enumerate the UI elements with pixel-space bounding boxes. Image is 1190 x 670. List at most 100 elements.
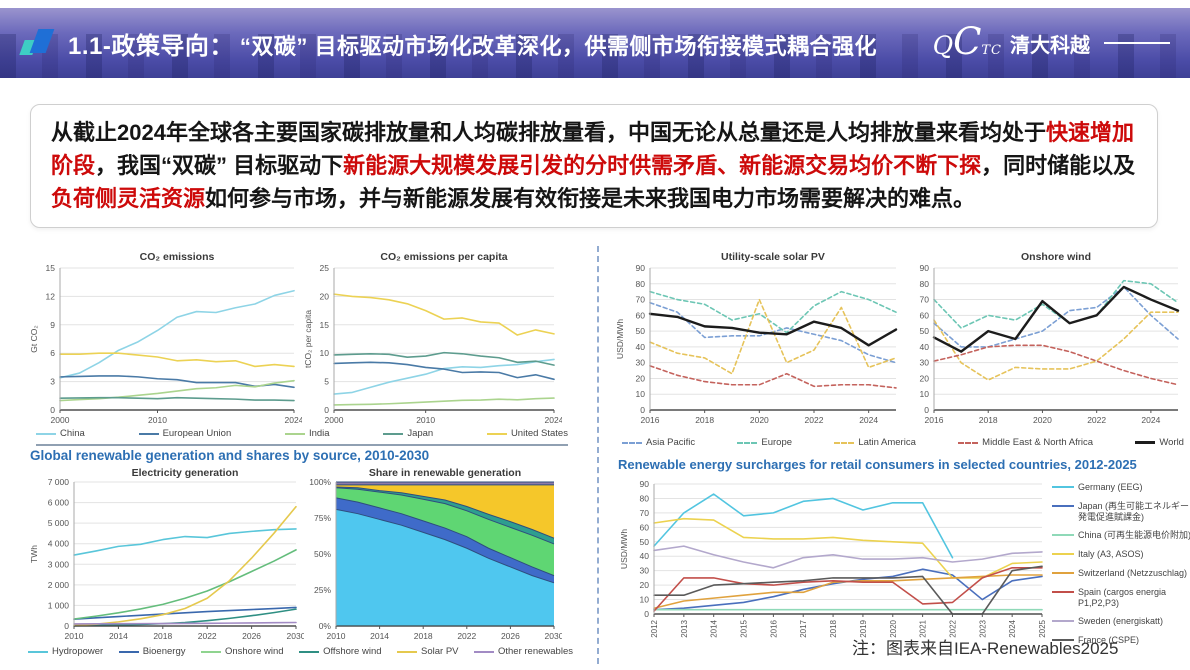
svg-text:70: 70 bbox=[636, 295, 646, 305]
svg-text:100%: 100% bbox=[309, 477, 331, 487]
svg-text:2012: 2012 bbox=[650, 619, 659, 637]
legend-swatch-line bbox=[1135, 441, 1156, 444]
legend-item: India bbox=[284, 428, 330, 439]
svg-text:50: 50 bbox=[640, 537, 650, 547]
legend-item: Spain (cargos energia P1,P2,P3) bbox=[1052, 587, 1190, 609]
regions-legend: Asia Pacific Europe Latin America Middle Ea… bbox=[622, 437, 1184, 448]
countries-legend: China European Union India Japan United Stat… bbox=[36, 428, 568, 446]
qctc-logo-tc: TC bbox=[981, 42, 1002, 58]
svg-text:2014: 2014 bbox=[370, 631, 389, 641]
legend-label: Japan bbox=[407, 428, 434, 439]
svg-text:0: 0 bbox=[644, 609, 649, 619]
svg-text:6: 6 bbox=[50, 348, 55, 358]
svg-text:25%: 25% bbox=[314, 585, 331, 595]
svg-text:2023: 2023 bbox=[978, 619, 987, 637]
legend-item: European Union bbox=[138, 428, 231, 439]
svg-text:2019: 2019 bbox=[859, 619, 868, 637]
legend-item: Asia Pacific bbox=[622, 437, 695, 448]
summary-highlight: 新能源大规模发展引发的分时供需矛盾、新能源交易均价不断下探 bbox=[343, 153, 982, 178]
summary-highlight: 快速增加阶段 bbox=[51, 120, 1134, 178]
svg-text:USD/MWh: USD/MWh bbox=[615, 319, 625, 359]
svg-text:30: 30 bbox=[640, 566, 650, 576]
svg-text:60: 60 bbox=[920, 310, 930, 320]
svg-text:10: 10 bbox=[636, 389, 646, 399]
svg-text:50: 50 bbox=[636, 326, 646, 336]
surcharges-plot: 0 10 20 30 40 50 60 70 80 90 2012 2013 2014 2015 2016 2… bbox=[619, 479, 1047, 638]
electricity-generation-plot: 0 1 000 2 000 3 000 4 000 5 000 6 000 7 000 2010… bbox=[29, 467, 304, 641]
svg-text:0: 0 bbox=[64, 621, 69, 631]
svg-text:USD/MWh: USD/MWh bbox=[619, 529, 629, 569]
svg-text:2022: 2022 bbox=[198, 631, 217, 641]
legend-item: Middle East & North Africa bbox=[958, 437, 1093, 448]
legend-label: China bbox=[60, 428, 85, 439]
qctc-logo-c: C bbox=[953, 19, 982, 63]
qctc-logo-q: Q bbox=[932, 30, 954, 60]
utility-solar-plot: 0 10 20 30 40 50 60 70 80 90 2016 2018 2020 2022 2024 U… bbox=[615, 251, 898, 425]
legend-swatch-line bbox=[1052, 504, 1074, 507]
svg-text:2018: 2018 bbox=[695, 415, 714, 425]
onshore-wind-chart: 0 10 20 30 40 50 60 70 80 90 2016 2018 2020 2022 2024 O… bbox=[904, 248, 1188, 428]
legend-swatch-line bbox=[958, 441, 979, 444]
source-note: 注：图表来自IEA-Renewables2025 bbox=[852, 639, 1119, 658]
legend-label: Spain (cargos energia P1,P2,P3) bbox=[1078, 586, 1167, 608]
svg-text:Share in renewable generation: Share in renewable generation bbox=[369, 467, 521, 479]
page-title: 1.1-政策导向： “双碳” 目标驱动市场化改革深化，供需侧市场衔接模式耦合强化 bbox=[68, 26, 877, 61]
right-section-title: Renewable energy surcharges for retail c… bbox=[618, 457, 1137, 472]
legend-swatch-line bbox=[138, 432, 159, 435]
svg-text:2014: 2014 bbox=[109, 631, 128, 641]
brand-dash-line bbox=[1104, 42, 1170, 44]
page-title-main: “双碳” 目标驱动市场化改革深化，供需侧市场衔接模式耦合强化 bbox=[239, 33, 877, 59]
svg-text:2024: 2024 bbox=[1141, 415, 1160, 425]
legend-swatch-line bbox=[1052, 571, 1074, 574]
legend-swatch-line bbox=[1052, 486, 1074, 488]
svg-text:4 000: 4 000 bbox=[48, 539, 70, 549]
legend-item: Other renewables bbox=[474, 646, 573, 657]
svg-text:3: 3 bbox=[50, 377, 55, 387]
svg-text:2020: 2020 bbox=[889, 619, 898, 637]
sources-legend: Hydropower Bioenergy Onshore wind Offshore … bbox=[28, 646, 573, 657]
onshore-wind-plot: 0 10 20 30 40 50 60 70 80 90 2016 2018 2020 2022 2024 O… bbox=[920, 251, 1180, 425]
legend-label: World bbox=[1159, 437, 1184, 448]
legend-item: Germany (EEG) bbox=[1052, 482, 1190, 493]
svg-text:2025: 2025 bbox=[1038, 619, 1047, 637]
legend-label: Europe bbox=[761, 437, 793, 448]
svg-text:Electricity generation: Electricity generation bbox=[132, 467, 239, 479]
svg-text:0: 0 bbox=[924, 405, 929, 415]
legend-label: Middle East & North Africa bbox=[982, 437, 1094, 448]
svg-text:2010: 2010 bbox=[65, 631, 84, 641]
svg-text:5: 5 bbox=[324, 377, 329, 387]
svg-text:50%: 50% bbox=[314, 549, 331, 559]
legend-swatch-line bbox=[118, 650, 139, 653]
legend-swatch-line bbox=[834, 441, 855, 444]
legend-label: United States bbox=[510, 428, 568, 439]
section-divider bbox=[597, 246, 599, 664]
svg-text:2022: 2022 bbox=[457, 631, 476, 641]
legend-swatch-line bbox=[1052, 590, 1074, 593]
legend-item: Italy (A3, ASOS) bbox=[1052, 549, 1190, 560]
legend-label: Sweden (energiskatt) bbox=[1078, 616, 1164, 627]
svg-text:TWh: TWh bbox=[29, 545, 39, 563]
legend-item: Solar PV bbox=[397, 646, 459, 657]
svg-text:80: 80 bbox=[920, 279, 930, 289]
legend-item: Japan (再生可能エネルギー発電促進賦課金) bbox=[1052, 501, 1190, 523]
legend-label: India bbox=[308, 428, 330, 439]
svg-text:2022: 2022 bbox=[948, 619, 957, 637]
logo-shape-blue bbox=[29, 29, 55, 53]
svg-text:10: 10 bbox=[640, 595, 650, 605]
legend-item: Offshore wind bbox=[299, 646, 382, 657]
svg-text:30: 30 bbox=[920, 358, 930, 368]
summary-segment: 从截止2024年全球各主要国家碳排放量和人均碳排放量看，中国无论从总量还是人均排… bbox=[51, 120, 1046, 145]
svg-text:Gt CO₂: Gt CO₂ bbox=[29, 325, 39, 352]
legend-swatch-line bbox=[1052, 620, 1074, 623]
svg-text:2000: 2000 bbox=[51, 415, 70, 425]
svg-text:40: 40 bbox=[636, 342, 646, 352]
surcharges-chart: 0 10 20 30 40 50 60 70 80 90 2012 2013 2014 2015 2016 2… bbox=[618, 476, 1048, 646]
summary-segment: ，同时储能以及 bbox=[981, 153, 1136, 178]
summary-segment: 如何参与市场，并与新能源发展有效衔接是未来我国电力市场需要解决的难点。 bbox=[205, 186, 976, 211]
legend-swatch-line bbox=[1052, 534, 1074, 537]
svg-text:90: 90 bbox=[920, 263, 930, 273]
legend-swatch-line bbox=[397, 650, 418, 653]
svg-text:2016: 2016 bbox=[641, 415, 660, 425]
svg-text:2017: 2017 bbox=[799, 619, 808, 637]
